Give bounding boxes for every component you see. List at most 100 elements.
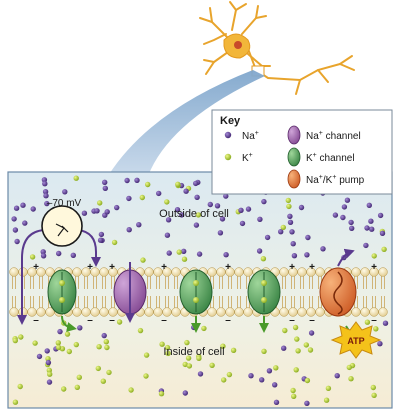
positive-charge-sign: + bbox=[87, 262, 93, 273]
sodium-ion bbox=[136, 222, 142, 228]
lipid-head bbox=[207, 307, 217, 317]
lipid-head bbox=[9, 307, 19, 317]
positive-charge-sign: + bbox=[109, 262, 115, 273]
sodium-ion bbox=[239, 220, 246, 227]
potassium-ion bbox=[282, 327, 288, 334]
potassium-ion bbox=[323, 397, 330, 403]
sodium-ion bbox=[259, 377, 265, 383]
potassium-channel-icon bbox=[287, 147, 301, 167]
sodium-ion bbox=[308, 330, 315, 336]
lipid-head bbox=[144, 307, 154, 317]
sodium-ion bbox=[183, 188, 189, 194]
potassium-ion bbox=[55, 344, 62, 351]
lipid-head bbox=[378, 267, 388, 277]
sodium-ion bbox=[101, 332, 107, 339]
lipid-head bbox=[171, 307, 181, 317]
sodium-ion bbox=[40, 249, 46, 255]
potassium-ion bbox=[17, 383, 23, 390]
sodium-ion bbox=[264, 234, 271, 241]
sodium-ion bbox=[320, 246, 326, 252]
sodium-ion bbox=[77, 325, 83, 331]
potassium-ion bbox=[66, 348, 73, 355]
lipid-head bbox=[243, 307, 253, 317]
potassium-ion bbox=[181, 256, 188, 262]
sodium-ion bbox=[70, 252, 77, 258]
sodium-ion bbox=[114, 204, 120, 211]
sodium-ion bbox=[344, 197, 351, 203]
voltmeter-reading: –70 mV bbox=[47, 198, 82, 209]
sodium-ion bbox=[379, 230, 386, 236]
sodium-ion bbox=[287, 213, 293, 219]
potassium-ion bbox=[46, 367, 52, 373]
potassium-ion bbox=[29, 254, 36, 260]
sodium-ion bbox=[278, 229, 284, 235]
sodium-ion bbox=[256, 248, 263, 254]
sodium-ion bbox=[197, 371, 204, 377]
sodium-ion bbox=[369, 226, 375, 232]
potassium-ion bbox=[185, 355, 192, 361]
sodium-ion bbox=[12, 227, 19, 233]
sodium-ion bbox=[193, 222, 200, 228]
potassium-ion bbox=[61, 386, 67, 392]
potassium-ion bbox=[97, 200, 103, 206]
sodium-ion bbox=[348, 219, 354, 226]
sodium-ion bbox=[377, 212, 384, 219]
sodium-ion bbox=[366, 202, 372, 208]
sodium-ion bbox=[181, 248, 187, 254]
lipid-head bbox=[72, 267, 82, 277]
atp-burst: ATP bbox=[330, 321, 382, 359]
potassium-ion bbox=[139, 194, 145, 201]
membrane-charges: + + + + + + + + – – – – – – – – bbox=[33, 262, 377, 326]
sodium-ion bbox=[217, 230, 224, 236]
negative-charge-sign: – bbox=[109, 315, 115, 326]
sodium-ion bbox=[124, 177, 130, 184]
potassium-ion bbox=[195, 212, 202, 218]
sodium-ion bbox=[304, 252, 310, 258]
sodium-ion bbox=[193, 180, 199, 187]
sodium-ion bbox=[62, 189, 68, 195]
potassium-ion bbox=[295, 348, 301, 354]
lipid-head bbox=[378, 307, 388, 317]
potassium-ion bbox=[186, 363, 193, 369]
potassium-ion bbox=[304, 377, 311, 384]
lipid-head bbox=[99, 267, 109, 277]
sodium-ion bbox=[165, 217, 172, 223]
inside-label: Inside of cell bbox=[163, 346, 224, 358]
potassium-ion bbox=[106, 369, 112, 376]
k-channel bbox=[247, 269, 281, 315]
potassium-ion bbox=[158, 391, 165, 397]
lipid-head bbox=[9, 267, 19, 277]
sodium-ion bbox=[44, 348, 50, 354]
potassium-ion bbox=[325, 385, 332, 391]
potassium-ion bbox=[285, 197, 291, 204]
neuron-illustration bbox=[199, 1, 355, 95]
sodium-ion bbox=[248, 373, 254, 379]
potassium-ion bbox=[364, 319, 371, 325]
potassium-ion bbox=[209, 362, 215, 368]
potassium-ion bbox=[103, 339, 110, 345]
sodium-potassium-pump-icon bbox=[287, 169, 301, 189]
potassium-ion bbox=[373, 326, 379, 332]
lipid-head bbox=[207, 267, 217, 277]
sodium-ion bbox=[332, 212, 339, 218]
sodium-ion bbox=[305, 234, 311, 241]
sodium-ion bbox=[261, 198, 267, 205]
sodium-ion bbox=[182, 390, 188, 396]
sodium-ion bbox=[238, 207, 244, 213]
negative-charge-sign: – bbox=[161, 315, 167, 326]
lipid-head bbox=[234, 307, 244, 317]
sodium-ion bbox=[174, 207, 181, 213]
potassium-ion bbox=[176, 249, 182, 255]
potassium-ion bbox=[73, 341, 80, 348]
k-channel bbox=[179, 269, 213, 315]
sodium-ion bbox=[42, 189, 49, 195]
potassium-ion bbox=[104, 344, 110, 351]
potassium-ion bbox=[196, 355, 202, 361]
sodium-ion bbox=[219, 216, 226, 222]
sodium-ion bbox=[57, 328, 63, 335]
potassium-ion bbox=[76, 374, 83, 380]
sodium-ion bbox=[56, 250, 62, 257]
potassium-ion bbox=[346, 364, 352, 371]
lipid-head bbox=[216, 307, 226, 317]
